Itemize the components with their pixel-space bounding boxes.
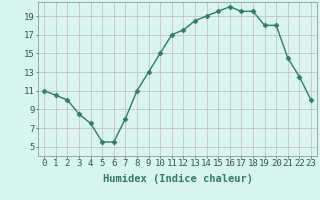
X-axis label: Humidex (Indice chaleur): Humidex (Indice chaleur) — [103, 174, 252, 184]
